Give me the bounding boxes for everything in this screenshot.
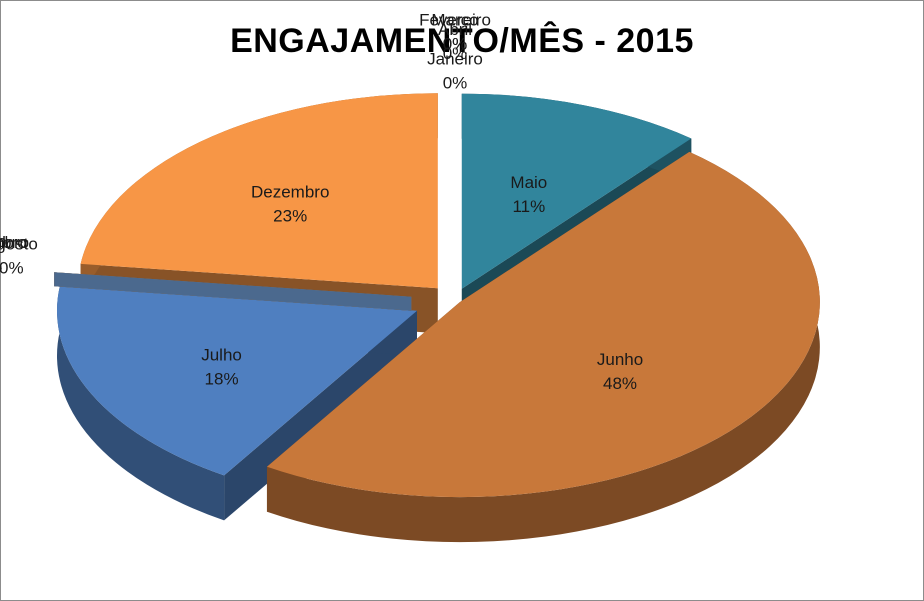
data-label-setembro: Setembro	[0, 233, 27, 252]
slice-novembro	[54, 272, 412, 311]
data-value-fevereiro: 0%	[443, 34, 468, 53]
data-value-setembro: 0%	[0, 257, 2, 276]
data-label-novembro: Novembro	[0, 233, 29, 252]
slice-maio-top	[461, 93, 692, 289]
data-value-agosto: 0%	[0, 258, 24, 277]
data-value-marco: 0%	[443, 34, 468, 53]
data-label-outubro: Outubro	[0, 232, 6, 251]
data-label-abril: Abril	[438, 20, 472, 39]
data-value-janeiro: 0%	[443, 73, 468, 92]
data-label-fevereiro: Fevereiro	[419, 10, 491, 29]
data-label-junho: Junho	[597, 350, 643, 369]
data-label-dezembro: Dezembro	[251, 183, 329, 202]
data-label-agosto: Agosto	[0, 234, 38, 253]
data-value-maio: 11%	[512, 197, 545, 216]
data-value-junho: 48%	[603, 374, 637, 393]
data-label-marco: Março	[431, 10, 478, 29]
data-label-maio: Maio	[510, 173, 547, 192]
slice-dezembro-top	[80, 93, 438, 289]
data-label-julho: Julho	[201, 346, 242, 365]
data-label-janeiro: Janeiro	[427, 49, 483, 68]
data-value-novembro: 0%	[0, 257, 2, 276]
slice-junho	[266, 151, 820, 543]
data-value-dezembro: 23%	[273, 207, 307, 226]
slice-junho-top	[266, 151, 820, 498]
chart-title: ENGAJAMENTO/MÊS - 2015	[230, 22, 694, 60]
slice-julho-top	[56, 286, 417, 476]
data-value-abril: 0%	[443, 44, 468, 63]
slice-junho-side	[266, 151, 820, 543]
pie-labels-layer: Janeiro0%Fevereiro0%Março0%Abril0%Maio11…	[0, 10, 643, 393]
slice-julho-side	[56, 286, 225, 521]
pie-slices-layer	[54, 93, 820, 543]
data-value-julho: 18%	[205, 370, 239, 389]
